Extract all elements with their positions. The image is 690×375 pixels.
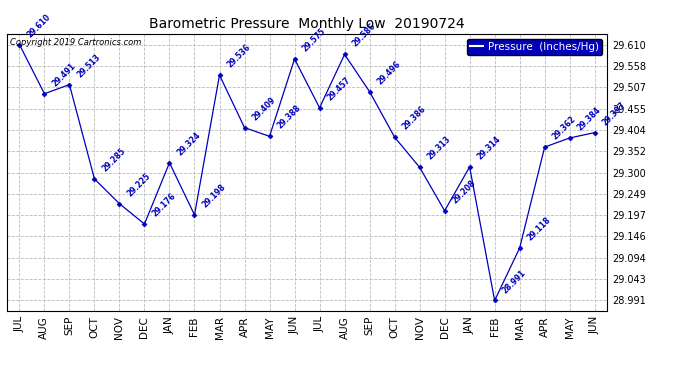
Text: 29.362: 29.362 <box>550 114 577 141</box>
Text: 29.386: 29.386 <box>400 105 427 132</box>
Title: Barometric Pressure  Monthly Low  20190724: Barometric Pressure Monthly Low 20190724 <box>149 17 465 31</box>
Text: 29.397: 29.397 <box>600 100 627 127</box>
Legend: Pressure  (Inches/Hg): Pressure (Inches/Hg) <box>467 39 602 55</box>
Text: 29.313: 29.313 <box>425 135 452 162</box>
Text: 29.496: 29.496 <box>375 59 402 86</box>
Text: 29.118: 29.118 <box>525 215 552 242</box>
Text: 28.991: 28.991 <box>500 268 527 295</box>
Text: 29.586: 29.586 <box>350 22 377 49</box>
Text: 29.491: 29.491 <box>50 61 77 88</box>
Text: 29.513: 29.513 <box>75 52 102 79</box>
Text: Copyright 2019 Cartronics.com: Copyright 2019 Cartronics.com <box>10 38 141 47</box>
Text: 29.324: 29.324 <box>175 130 202 157</box>
Text: 29.457: 29.457 <box>325 75 352 102</box>
Text: 29.575: 29.575 <box>300 27 327 53</box>
Text: 29.610: 29.610 <box>25 12 52 39</box>
Text: 29.314: 29.314 <box>475 134 502 161</box>
Text: 29.176: 29.176 <box>150 191 177 218</box>
Text: 29.388: 29.388 <box>275 104 302 131</box>
Text: 29.285: 29.285 <box>100 146 127 173</box>
Text: 29.384: 29.384 <box>575 105 602 132</box>
Text: 29.208: 29.208 <box>450 178 477 205</box>
Text: 29.409: 29.409 <box>250 95 277 122</box>
Text: 29.536: 29.536 <box>225 43 252 69</box>
Text: 29.198: 29.198 <box>200 182 227 209</box>
Text: 29.225: 29.225 <box>125 171 152 198</box>
